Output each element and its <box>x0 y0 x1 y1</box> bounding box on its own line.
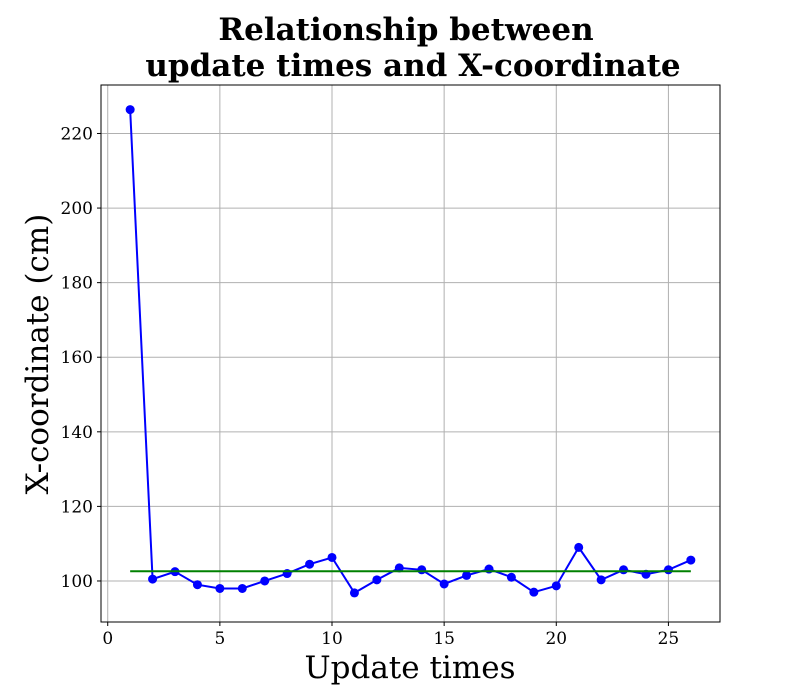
tick-layer: 0 5 10 15 20 25 100 120 140 160 180 200 220 <box>61 124 680 649</box>
grid <box>101 85 720 622</box>
x-tick-label: 15 <box>433 629 455 649</box>
series-1-point <box>215 583 225 593</box>
series-1-point <box>125 105 135 115</box>
x-tick-label: 20 <box>545 629 567 649</box>
chart-title-line-1: Relationship between <box>218 12 593 48</box>
x-axis-label: Update times <box>305 650 516 686</box>
y-tick-label: 120 <box>61 497 93 517</box>
series-1-point <box>506 572 516 582</box>
chart-title-line-2: update times and X-coordinate <box>145 48 680 84</box>
series-1-line <box>129 109 692 595</box>
y-tick-label: 200 <box>61 199 93 219</box>
series-1-point <box>686 555 696 565</box>
series-1-point <box>192 580 202 590</box>
y-axis-label: X-coordinate (cm) <box>20 214 56 495</box>
x-tick-label: 10 <box>321 629 343 649</box>
series-layer <box>125 105 696 598</box>
y-tick-label: 100 <box>61 572 93 592</box>
series-1-point <box>619 565 629 575</box>
series-1-point <box>574 542 584 552</box>
series-1-point <box>417 565 427 575</box>
series-1-point <box>439 579 449 589</box>
series-1-point <box>260 576 270 586</box>
series-1-point <box>462 570 472 580</box>
plot-area-frame <box>100 84 721 623</box>
series-1-point <box>349 588 359 598</box>
y-tick-label: 220 <box>61 124 93 144</box>
x-tick-label: 5 <box>214 629 225 649</box>
series-1-point <box>596 575 606 585</box>
x-tick-label: 25 <box>658 629 680 649</box>
series-1-point <box>529 587 539 597</box>
series-1-point <box>372 575 382 585</box>
series-1-point <box>551 581 561 591</box>
y-tick-label: 180 <box>61 274 93 294</box>
series-1-point <box>148 574 158 584</box>
series-1-point <box>394 563 404 573</box>
y-tick-label: 140 <box>61 423 93 443</box>
x-tick-label: 0 <box>102 629 113 649</box>
series-1-point <box>305 559 315 569</box>
series-1-point <box>237 583 247 593</box>
series-1-point <box>663 565 673 575</box>
series-1-point <box>327 552 337 562</box>
y-tick-label: 160 <box>61 348 93 368</box>
